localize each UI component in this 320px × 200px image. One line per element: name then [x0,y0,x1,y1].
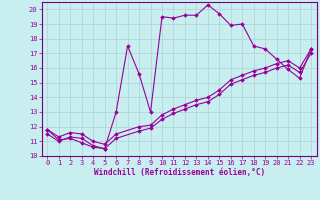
X-axis label: Windchill (Refroidissement éolien,°C): Windchill (Refroidissement éolien,°C) [94,168,265,177]
